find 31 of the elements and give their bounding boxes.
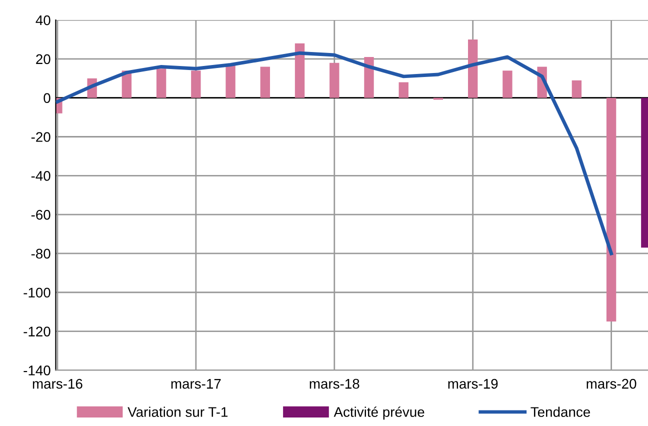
bar xyxy=(468,39,478,98)
y-tick-label: -60 xyxy=(31,210,50,220)
y-tick-label: -20 xyxy=(31,132,50,142)
bar xyxy=(260,66,270,98)
bar xyxy=(294,43,305,98)
legend-label: Variation sur T-1 xyxy=(128,406,228,417)
bar xyxy=(226,64,236,98)
bar xyxy=(606,98,616,322)
line-series xyxy=(56,51,614,256)
y-tick-label: -100 xyxy=(24,288,50,298)
x-tick-label: mars-19 xyxy=(448,378,498,389)
y-tick-label: 40 xyxy=(36,15,50,26)
x-tick-label: mars-20 xyxy=(586,378,636,389)
bar xyxy=(156,68,166,98)
bar xyxy=(364,56,374,98)
x-tick-label: mars-17 xyxy=(171,379,221,389)
y-tick-label: 20 xyxy=(36,54,50,64)
x-tick-label: mars-18 xyxy=(310,378,360,389)
x-tick-label: mars-16 xyxy=(32,378,82,389)
y-tick-label: 0 xyxy=(44,93,50,104)
bar xyxy=(398,82,408,98)
bar xyxy=(572,80,582,98)
legend-label: Tendance xyxy=(530,406,590,417)
y-tick-label: -40 xyxy=(31,170,50,181)
y-tick-label: -120 xyxy=(24,326,50,336)
bar xyxy=(191,70,201,98)
y-tick-label: -140 xyxy=(24,366,50,376)
bar xyxy=(330,62,340,98)
y-tick-label: -80 xyxy=(31,248,50,259)
bar xyxy=(502,70,512,98)
legend-label: Activité prévue xyxy=(334,406,424,420)
